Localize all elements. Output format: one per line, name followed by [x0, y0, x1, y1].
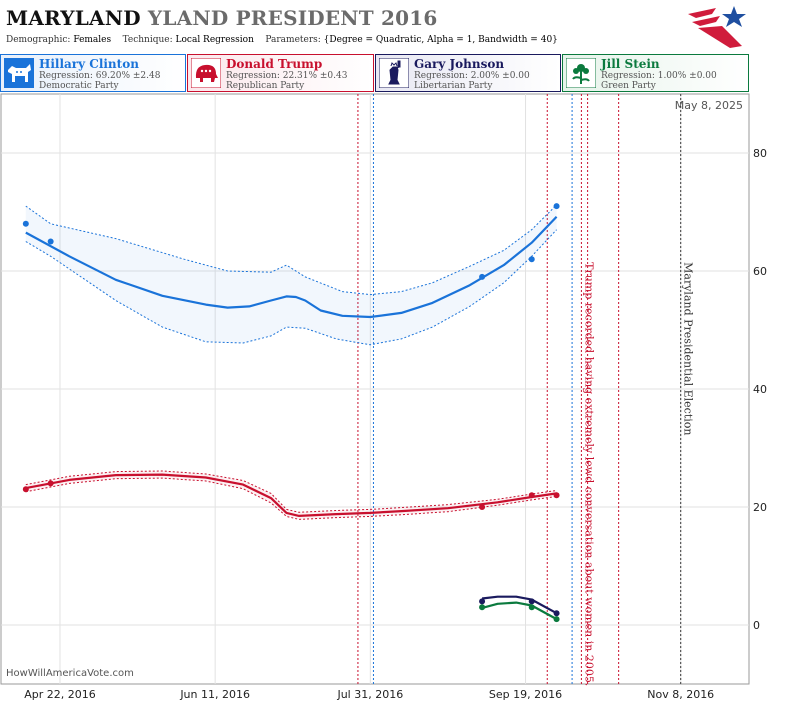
- legend-party: Green Party: [601, 81, 656, 91]
- y-tick-label: 60: [753, 265, 767, 278]
- legend-regression: Regression: 2.00% ±0.00: [414, 71, 530, 81]
- trend-line: [25, 473, 557, 518]
- data-point: [47, 480, 54, 487]
- event-label: Maryland Presidential Election: [682, 262, 695, 435]
- confidence-lower-line: [25, 477, 557, 520]
- legend-party: Republican Party: [226, 81, 305, 91]
- technique-label: Technique:: [122, 35, 173, 45]
- confidence-upper-line: [25, 204, 557, 296]
- elephant-icon: [191, 58, 221, 88]
- data-point: [479, 504, 486, 510]
- site-credit: HowWillAmericaVote.com: [6, 668, 134, 679]
- legend-regression: Regression: 1.00% ±0.00: [601, 71, 717, 81]
- data-point: [553, 610, 560, 617]
- x-tick-label: Sep 19, 2016: [489, 688, 562, 701]
- confidence-lower-line: [25, 229, 557, 346]
- demographic-value: Females: [73, 35, 112, 45]
- data-point: [479, 598, 486, 605]
- y-tick-label: 20: [753, 501, 767, 514]
- star-logo-icon: [688, 6, 746, 48]
- data-point: [528, 604, 535, 611]
- data-point: [528, 256, 535, 263]
- legend-donald-trump: Donald Trump Regression: 22.31% ±0.43 Re…: [187, 54, 374, 92]
- legend-party: Democratic Party: [39, 81, 119, 91]
- technique-value: Local Regression: [175, 35, 254, 45]
- data-point: [553, 616, 560, 623]
- demographic-label: Demographic:: [6, 35, 71, 45]
- x-tick-label: Nov 8, 2016: [647, 688, 714, 701]
- parameters-label: Parameters:: [265, 35, 321, 45]
- confidence-band: [25, 471, 557, 520]
- flower-icon: [566, 58, 596, 88]
- legend-jill-stein: Jill Stein Regression: 1.00% ±0.00 Green…: [562, 54, 749, 92]
- legend-name: Donald Trump: [226, 57, 323, 71]
- parameters-value: {Degree = Quadratic, Alpha = 1, Bandwidt…: [323, 35, 558, 45]
- date-stamp: May 8, 2025: [675, 99, 743, 112]
- legend-name: Hillary Clinton: [39, 57, 139, 71]
- data-point: [528, 598, 535, 605]
- data-point: [22, 486, 29, 493]
- data-point: [553, 492, 560, 499]
- legend-name: Gary Johnson: [414, 57, 505, 71]
- legend-regression: Regression: 22.31% ±0.43: [226, 71, 348, 81]
- data-point: [479, 604, 486, 611]
- x-tick-label: Jun 11, 2016: [179, 688, 250, 701]
- title-state: MARYLAND: [6, 6, 141, 30]
- legend-name: Jill Stein: [601, 57, 660, 71]
- y-tick-label: 0: [753, 619, 760, 632]
- page-title: MARYLAND YLAND PRESIDENT 2016: [6, 6, 437, 30]
- legend-regression: Regression: 69.20% ±2.48: [39, 71, 161, 81]
- title-rest: YLAND PRESIDENT 2016: [147, 6, 438, 30]
- parameters-line: Demographic: Females Technique: Local Re…: [6, 35, 558, 45]
- donkey-icon: [4, 58, 34, 88]
- x-tick-label: Apr 22, 2016: [24, 688, 96, 701]
- legend-hillary-clinton: Hillary Clinton Regression: 69.20% ±2.48…: [0, 54, 186, 92]
- statue-of-liberty-icon: [379, 58, 409, 88]
- data-point: [479, 273, 486, 280]
- data-point: [553, 203, 560, 210]
- trend-line: [481, 595, 558, 615]
- data-point: [22, 220, 29, 227]
- trend-line: [25, 215, 558, 319]
- event-label: Trump recorded having extremely lewd con…: [582, 262, 595, 686]
- legend-party: Libertarian Party: [414, 81, 493, 91]
- confidence-band: [25, 204, 557, 345]
- y-tick-label: 40: [753, 383, 767, 396]
- legend-gary-johnson: Gary Johnson Regression: 2.00% ±0.00 Lib…: [375, 54, 561, 92]
- data-point: [47, 238, 54, 245]
- trend-line: [481, 601, 558, 621]
- data-point: [528, 492, 535, 499]
- x-tick-label: Jul 31, 2016: [336, 688, 403, 701]
- y-tick-label: 80: [753, 147, 767, 160]
